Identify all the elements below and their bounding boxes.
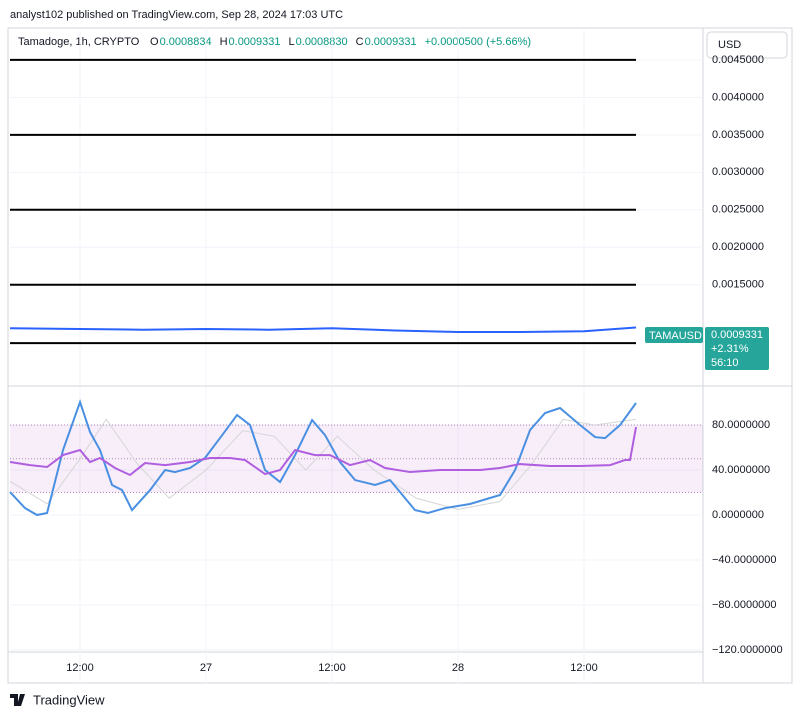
chart-frame — [7, 27, 793, 684]
logo — [10, 694, 25, 706]
ohlc: O 0.0008834 H 0.0009331 L 0.0008830 C 0.0009331… — [150, 36, 531, 48]
y-tick-label: 0.0035000 — [712, 129, 764, 141]
price-tag — [705, 327, 769, 370]
x-tick-label: 12:00 — [66, 662, 94, 674]
tag-change: +2.31% — [711, 343, 749, 355]
tag-price: 0.0009331 — [711, 329, 763, 341]
brand: TradingView — [33, 692, 105, 707]
y-tick-label: 0.0020000 — [712, 241, 764, 253]
ohlc-key: L — [289, 36, 295, 48]
ohlc-key: C — [356, 36, 364, 48]
x-tick-label: 28 — [452, 662, 464, 674]
y-tick-label: −40.0000000 — [712, 554, 777, 566]
change: +0.0000500 (+5.66%) — [425, 36, 531, 48]
series-line — [9, 399, 637, 517]
ohlc-value: 0.0008834 — [160, 36, 212, 48]
x-tick-label: 27 — [200, 662, 212, 674]
ohlc-value: 0.0009331 — [365, 36, 417, 48]
y-tick-label: 0.0045000 — [712, 54, 764, 66]
y-tick-label: 0.0025000 — [712, 204, 764, 216]
ohlc-value: 0.0008830 — [296, 36, 348, 48]
y-tick-label: 40.0000000 — [712, 464, 770, 476]
y-tick-label: −120.0000000 — [712, 644, 783, 656]
series-line — [9, 326, 637, 333]
band — [10, 425, 703, 493]
x-tick-label: 12:00 — [318, 662, 346, 674]
tag-countdown: 56:10 — [711, 357, 739, 369]
y-tick-label: 0.0030000 — [712, 166, 764, 178]
y-tick-label: 80.0000000 — [712, 419, 770, 431]
currency[interactable]: USD — [718, 39, 741, 51]
y-tick-label: 0.0040000 — [712, 91, 764, 103]
y-tick-label: 0.0015000 — [712, 279, 764, 291]
tag-symbol: TAMAUSD — [649, 330, 702, 342]
symbol: Tamadoge, 1h, CRYPTO — [18, 36, 140, 48]
plot: 0.0015000 0.0020000 0.0025000 0.0030000 0.00… — [9, 28, 783, 683]
currency-button[interactable] — [706, 31, 788, 59]
x-tick-label: 12:00 — [570, 662, 598, 674]
series-line — [9, 426, 637, 477]
ohlc-key: O — [150, 36, 159, 48]
y-tick-label: −80.0000000 — [712, 599, 777, 611]
publisher: analyst102 published on TradingView.com,… — [10, 9, 343, 21]
ohlc-value: 0.0009331 — [229, 36, 281, 48]
symbol-tag — [645, 327, 703, 343]
ohlc-key: H — [220, 36, 228, 48]
y-tick-label: 0.0000000 — [712, 509, 764, 521]
